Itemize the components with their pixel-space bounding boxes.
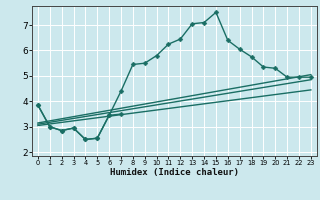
X-axis label: Humidex (Indice chaleur): Humidex (Indice chaleur) <box>110 168 239 177</box>
